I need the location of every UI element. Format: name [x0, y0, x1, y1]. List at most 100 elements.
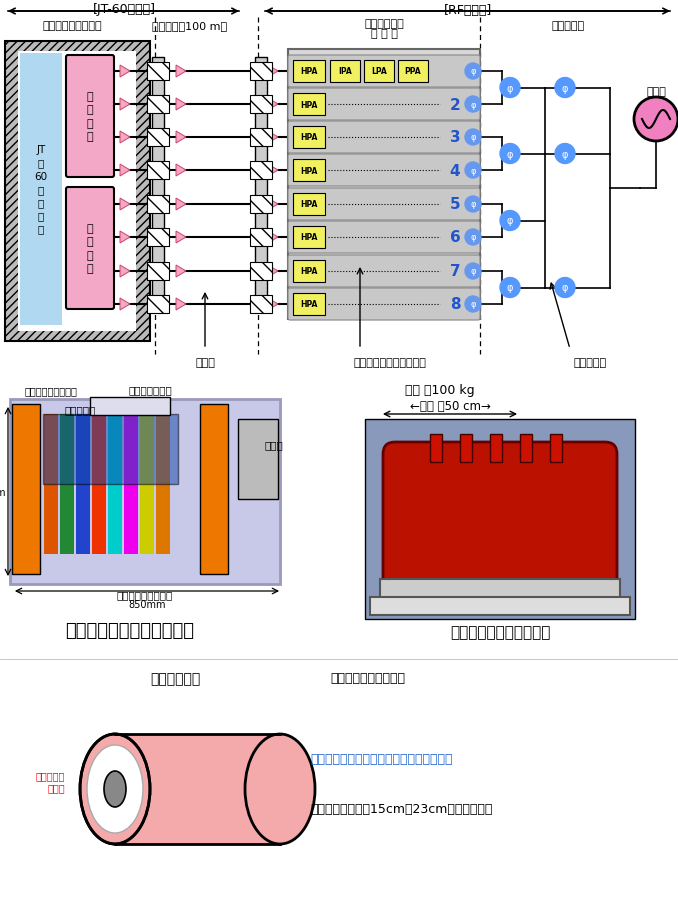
Bar — [92, 415, 106, 555]
Polygon shape — [176, 165, 186, 177]
Bar — [5, 42, 150, 342]
Bar — [124, 415, 138, 555]
Text: フィードスルー: フィードスルー — [128, 384, 172, 394]
Text: 850mm: 850mm — [128, 599, 165, 610]
Circle shape — [465, 64, 481, 80]
Text: アンテナケーシング: アンテナケーシング — [117, 589, 173, 599]
Polygon shape — [120, 165, 130, 177]
Text: ループ素子: ループ素子 — [64, 405, 96, 415]
Circle shape — [555, 144, 575, 164]
Text: 高周波電界
の様子: 高周波電界 の様子 — [36, 770, 65, 792]
Text: HPA: HPA — [300, 68, 318, 77]
Bar — [238, 419, 278, 500]
Bar — [293, 94, 325, 115]
Polygon shape — [120, 132, 130, 143]
Bar — [250, 229, 272, 247]
Circle shape — [465, 197, 481, 213]
FancyBboxPatch shape — [288, 56, 480, 87]
Text: HPA: HPA — [300, 267, 318, 276]
Bar — [90, 398, 170, 416]
Bar — [430, 435, 442, 463]
Circle shape — [465, 163, 481, 179]
Bar — [20, 54, 62, 326]
Circle shape — [500, 144, 520, 164]
Polygon shape — [268, 232, 278, 244]
Text: 金属導体の２重管構造: 金属導体の２重管構造 — [330, 671, 405, 685]
Text: φ: φ — [471, 133, 476, 143]
Text: 重量 約100 kg: 重量 約100 kg — [405, 383, 475, 397]
Bar — [364, 61, 394, 83]
Text: 大電力電子管（四極管）: 大電力電子管（四極管） — [450, 624, 550, 640]
Bar — [293, 61, 325, 83]
Polygon shape — [120, 266, 130, 278]
Circle shape — [465, 97, 481, 113]
Bar — [250, 129, 272, 147]
Bar — [550, 435, 562, 463]
Text: φ: φ — [562, 283, 568, 293]
FancyBboxPatch shape — [288, 155, 480, 187]
Bar — [147, 63, 169, 81]
Text: [JT-60本体室]: [JT-60本体室] — [92, 4, 155, 16]
Bar — [365, 419, 635, 620]
Bar — [156, 415, 170, 555]
Circle shape — [465, 130, 481, 146]
Bar — [380, 579, 620, 602]
Bar — [250, 96, 272, 114]
Circle shape — [634, 98, 678, 142]
Ellipse shape — [245, 734, 315, 844]
Polygon shape — [176, 132, 186, 143]
FancyBboxPatch shape — [288, 189, 480, 221]
Text: 大電力電子管（四極管）: 大電力電子管（四極管） — [353, 357, 426, 368]
Ellipse shape — [104, 771, 126, 807]
FancyBboxPatch shape — [288, 222, 480, 253]
Polygon shape — [176, 232, 186, 244]
Polygon shape — [268, 299, 278, 310]
Text: 結合系（アンテナ）: 結合系（アンテナ） — [42, 21, 102, 31]
Bar — [460, 435, 472, 463]
Circle shape — [500, 211, 520, 231]
Polygon shape — [268, 99, 278, 111]
Bar — [250, 63, 272, 81]
Text: 3: 3 — [450, 131, 460, 145]
Polygon shape — [120, 99, 130, 111]
Bar — [147, 161, 169, 179]
Bar — [288, 50, 480, 319]
FancyBboxPatch shape — [66, 56, 114, 178]
Polygon shape — [176, 198, 186, 211]
Text: φ: φ — [471, 234, 476, 243]
Text: 伝送系（約100 m）: 伝送系（約100 m） — [153, 21, 228, 31]
Bar — [398, 61, 428, 83]
Text: 同軸管の構造: 同軸管の構造 — [150, 671, 200, 686]
Bar — [250, 296, 272, 314]
Bar — [490, 435, 502, 463]
Text: φ: φ — [471, 267, 476, 276]
Bar — [152, 58, 164, 313]
Text: φ: φ — [506, 283, 513, 293]
Text: φ: φ — [562, 83, 568, 94]
Bar — [12, 405, 40, 575]
Text: 740mm: 740mm — [0, 487, 6, 497]
Polygon shape — [120, 198, 130, 211]
Text: 大電力高周波: 大電力高周波 — [364, 19, 404, 29]
Text: ・外導管と内導管の間を高周波が伝搬する: ・外導管と内導管の間を高周波が伝搬する — [310, 752, 452, 766]
Polygon shape — [268, 266, 278, 278]
Bar — [293, 294, 325, 316]
Text: HPA: HPA — [300, 133, 318, 143]
Polygon shape — [268, 165, 278, 177]
Polygon shape — [176, 299, 186, 310]
Text: ア
ン
テ
ナ: ア ン テ ナ — [87, 224, 94, 273]
Bar — [370, 597, 630, 615]
Text: HPA: HPA — [300, 200, 318, 209]
Polygon shape — [176, 99, 186, 111]
Bar — [293, 226, 325, 249]
Bar — [76, 415, 90, 555]
Bar — [10, 400, 280, 584]
Bar — [293, 261, 325, 282]
Bar — [44, 415, 58, 555]
Text: ア
ン
テ
ナ: ア ン テ ナ — [87, 92, 94, 142]
Bar — [140, 415, 154, 555]
Text: HPA: HPA — [300, 100, 318, 109]
FancyBboxPatch shape — [288, 255, 480, 288]
Circle shape — [500, 278, 520, 299]
Text: φ: φ — [562, 150, 568, 160]
